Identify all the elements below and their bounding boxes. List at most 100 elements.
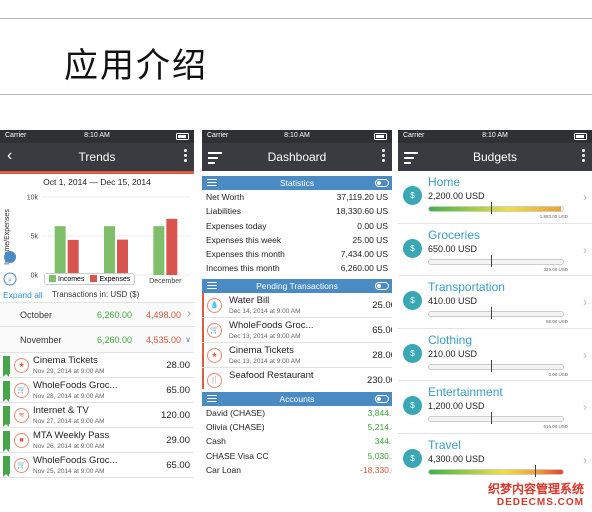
chevron-right-icon: › [583, 243, 587, 257]
month-expense: 4,535.00 [146, 335, 181, 345]
budget-item[interactable]: $ Travel 4,300.00 USD › [398, 434, 592, 485]
chevron-right-icon: › [583, 348, 587, 362]
transaction-amount: 65.00 [166, 460, 190, 471]
transaction-row[interactable]: 🛒 WholeFoods Groc... Nov 25, 2014 at 9:00 … [0, 453, 194, 478]
account-row[interactable]: Cash 344.5 [202, 434, 392, 448]
budget-amount: 4,300.00 USD [428, 454, 485, 464]
status-time: 8:10 AM [0, 132, 194, 139]
budget-item[interactable]: $ Transportation 410.00 USD 58.00 USD › [398, 276, 592, 329]
battery-icon [574, 133, 587, 140]
toggle-icon[interactable] [375, 282, 389, 290]
budget-item[interactable]: $ Clothing 210.00 USD 0.00 USD › [398, 329, 592, 382]
status-bar: Carrier 8:10 AM [398, 130, 592, 143]
more-icon[interactable] [184, 149, 187, 164]
dashboard-title: Dashboard [202, 150, 392, 164]
category-icon: 🛒 [207, 323, 222, 338]
transaction-row[interactable]: ■ MTA Weekly Pass Nov 26, 2014 at 9:00 AM 2… [0, 428, 194, 453]
watermark-line1: 织梦内容管理系统 [488, 480, 584, 497]
account-row[interactable]: David (CHASE) 3,844.5 [202, 406, 392, 420]
pending-date: Dec 13, 2014 at 9:00 AM [229, 333, 301, 340]
y-tick-label: 5k [31, 234, 39, 241]
pending-row[interactable]: 🛒 WholeFoods Groc... Dec 13, 2014 at 9:00 … [202, 318, 392, 343]
more-icon[interactable] [382, 149, 385, 164]
drag-handle-icon[interactable] [207, 282, 217, 291]
transaction-amount: 120.00 [161, 410, 190, 421]
pending-amount: 230.00 [367, 375, 392, 386]
top-divider [0, 18, 592, 19]
toggle-icon[interactable] [375, 395, 389, 403]
category-icon: 🛒 [14, 458, 29, 473]
budget-list: $ Home 2,200.00 USD 1,883.00 USD › $ Groceries… [398, 171, 592, 485]
transaction-list: ★ Cinema Tickets Nov 29, 2014 at 9:00 AM 28… [0, 353, 194, 478]
budget-item[interactable]: $ Entertainment 1,200.00 USD 516.00 USD › [398, 381, 592, 434]
accounts-header[interactable]: Accounts [202, 392, 392, 406]
pending-amount: 28.00 [372, 350, 392, 361]
money-icon: $ [403, 396, 422, 415]
pending-list: 💧Water BillDec 14, 2014 at 9:00 AM25.00🛒… [202, 293, 392, 389]
statistic-row: Expenses this month 7,434.00 US [202, 247, 392, 261]
budget-spent: 58.00 USD [546, 319, 568, 324]
drag-handle-icon[interactable] [207, 395, 217, 404]
legend-swatch [90, 275, 97, 282]
budget-progress-track [428, 206, 564, 212]
account-balance: -18,330.6 [360, 465, 392, 475]
budget-name: Clothing [428, 333, 472, 347]
filter-icon[interactable] [4, 251, 16, 263]
statistics-header[interactable]: Statistics [202, 176, 392, 190]
account-row[interactable]: CHASE Visa CC 5,030.2 [202, 449, 392, 463]
toggle-icon[interactable] [375, 179, 389, 187]
pending-marker [202, 293, 204, 317]
money-icon: $ [403, 291, 422, 310]
pending-marker [202, 368, 204, 389]
trends-navbar: ‹ Trends [0, 143, 194, 171]
pending-name: Seafood Restaurant [229, 370, 314, 381]
month-income: 6,260.00 [97, 335, 132, 345]
category-icon: 🛒 [14, 383, 29, 398]
battery-icon [176, 133, 189, 140]
account-balance: 5,214.8 [368, 422, 392, 432]
expand-row: Expand all Transactions in: USD ($) [0, 287, 194, 303]
month-row-november[interactable]: November 6,260.00 4,535.00 ∨ [0, 327, 194, 353]
chevron-right-icon: › [583, 190, 587, 204]
status-bar: Carrier 8:10 AM [202, 130, 392, 143]
transaction-row[interactable]: 🛒 WholeFoods Groc... Nov 28, 2014 at 9:00 … [0, 378, 194, 403]
budget-spent: 0.00 USD [548, 372, 568, 377]
account-row[interactable]: Olivia (CHASE) 5,214.8 [202, 420, 392, 434]
account-row[interactable]: Car Loan -18,330.6 [202, 463, 392, 477]
date-range[interactable]: Oct 1, 2014 — Dec 15, 2014 [0, 177, 194, 187]
pending-date: Dec 13, 2014 at 9:00 AM [229, 358, 301, 365]
transaction-amount: 29.00 [166, 435, 190, 446]
transaction-date: Nov 26, 2014 at 9:00 AM [33, 443, 105, 450]
more-icon[interactable] [582, 149, 585, 164]
expand-all-link[interactable]: Expand all [3, 290, 43, 300]
statistic-label: Expenses this month [206, 249, 285, 259]
transaction-date: Nov 27, 2014 at 9:00 AM [33, 418, 105, 425]
statistic-label: Liabilities [206, 206, 241, 216]
transaction-name: MTA Weekly Pass [33, 430, 109, 441]
budget-amount: 410.00 USD [428, 296, 477, 306]
budget-item[interactable]: $ Home 2,200.00 USD 1,883.00 USD › [398, 171, 592, 224]
transaction-name: Cinema Tickets [33, 355, 98, 366]
pending-title: Pending Transactions [256, 281, 338, 291]
account-name: CHASE Visa CC [206, 451, 269, 461]
drag-handle-icon[interactable] [207, 179, 217, 188]
transaction-row[interactable]: ≋ Internet & TV Nov 27, 2014 at 9:00 AM 120… [0, 403, 194, 428]
month-label: October [20, 310, 52, 320]
transaction-row[interactable]: ★ Cinema Tickets Nov 29, 2014 at 9:00 AM 28… [0, 353, 194, 378]
budget-progress-track [428, 416, 564, 422]
month-row-october[interactable]: October 6,260.00 4,498.00 › [0, 303, 194, 327]
pending-header[interactable]: Pending Transactions [202, 279, 392, 293]
budget-marker [491, 360, 492, 372]
bar-incomes [55, 226, 66, 275]
pending-row[interactable]: ★ Cinema Tickets Dec 13, 2014 at 9:00 AM 28… [202, 343, 392, 368]
budget-amount: 210.00 USD [428, 349, 477, 359]
transaction-amount: 65.00 [166, 385, 190, 396]
budget-item[interactable]: $ Groceries 650.00 USD 325.00 USD › [398, 224, 592, 277]
transaction-date: Nov 28, 2014 at 9:00 AM [33, 393, 105, 400]
pending-row[interactable]: 🍴 Seafood Restaurant 230.00 [202, 368, 392, 389]
legend-swatch [49, 275, 56, 282]
statistic-value: 18,330.60 US [336, 206, 388, 216]
trends-chart: Income/Expenses0k5k10kOctoberNovemberDec… [0, 187, 194, 287]
